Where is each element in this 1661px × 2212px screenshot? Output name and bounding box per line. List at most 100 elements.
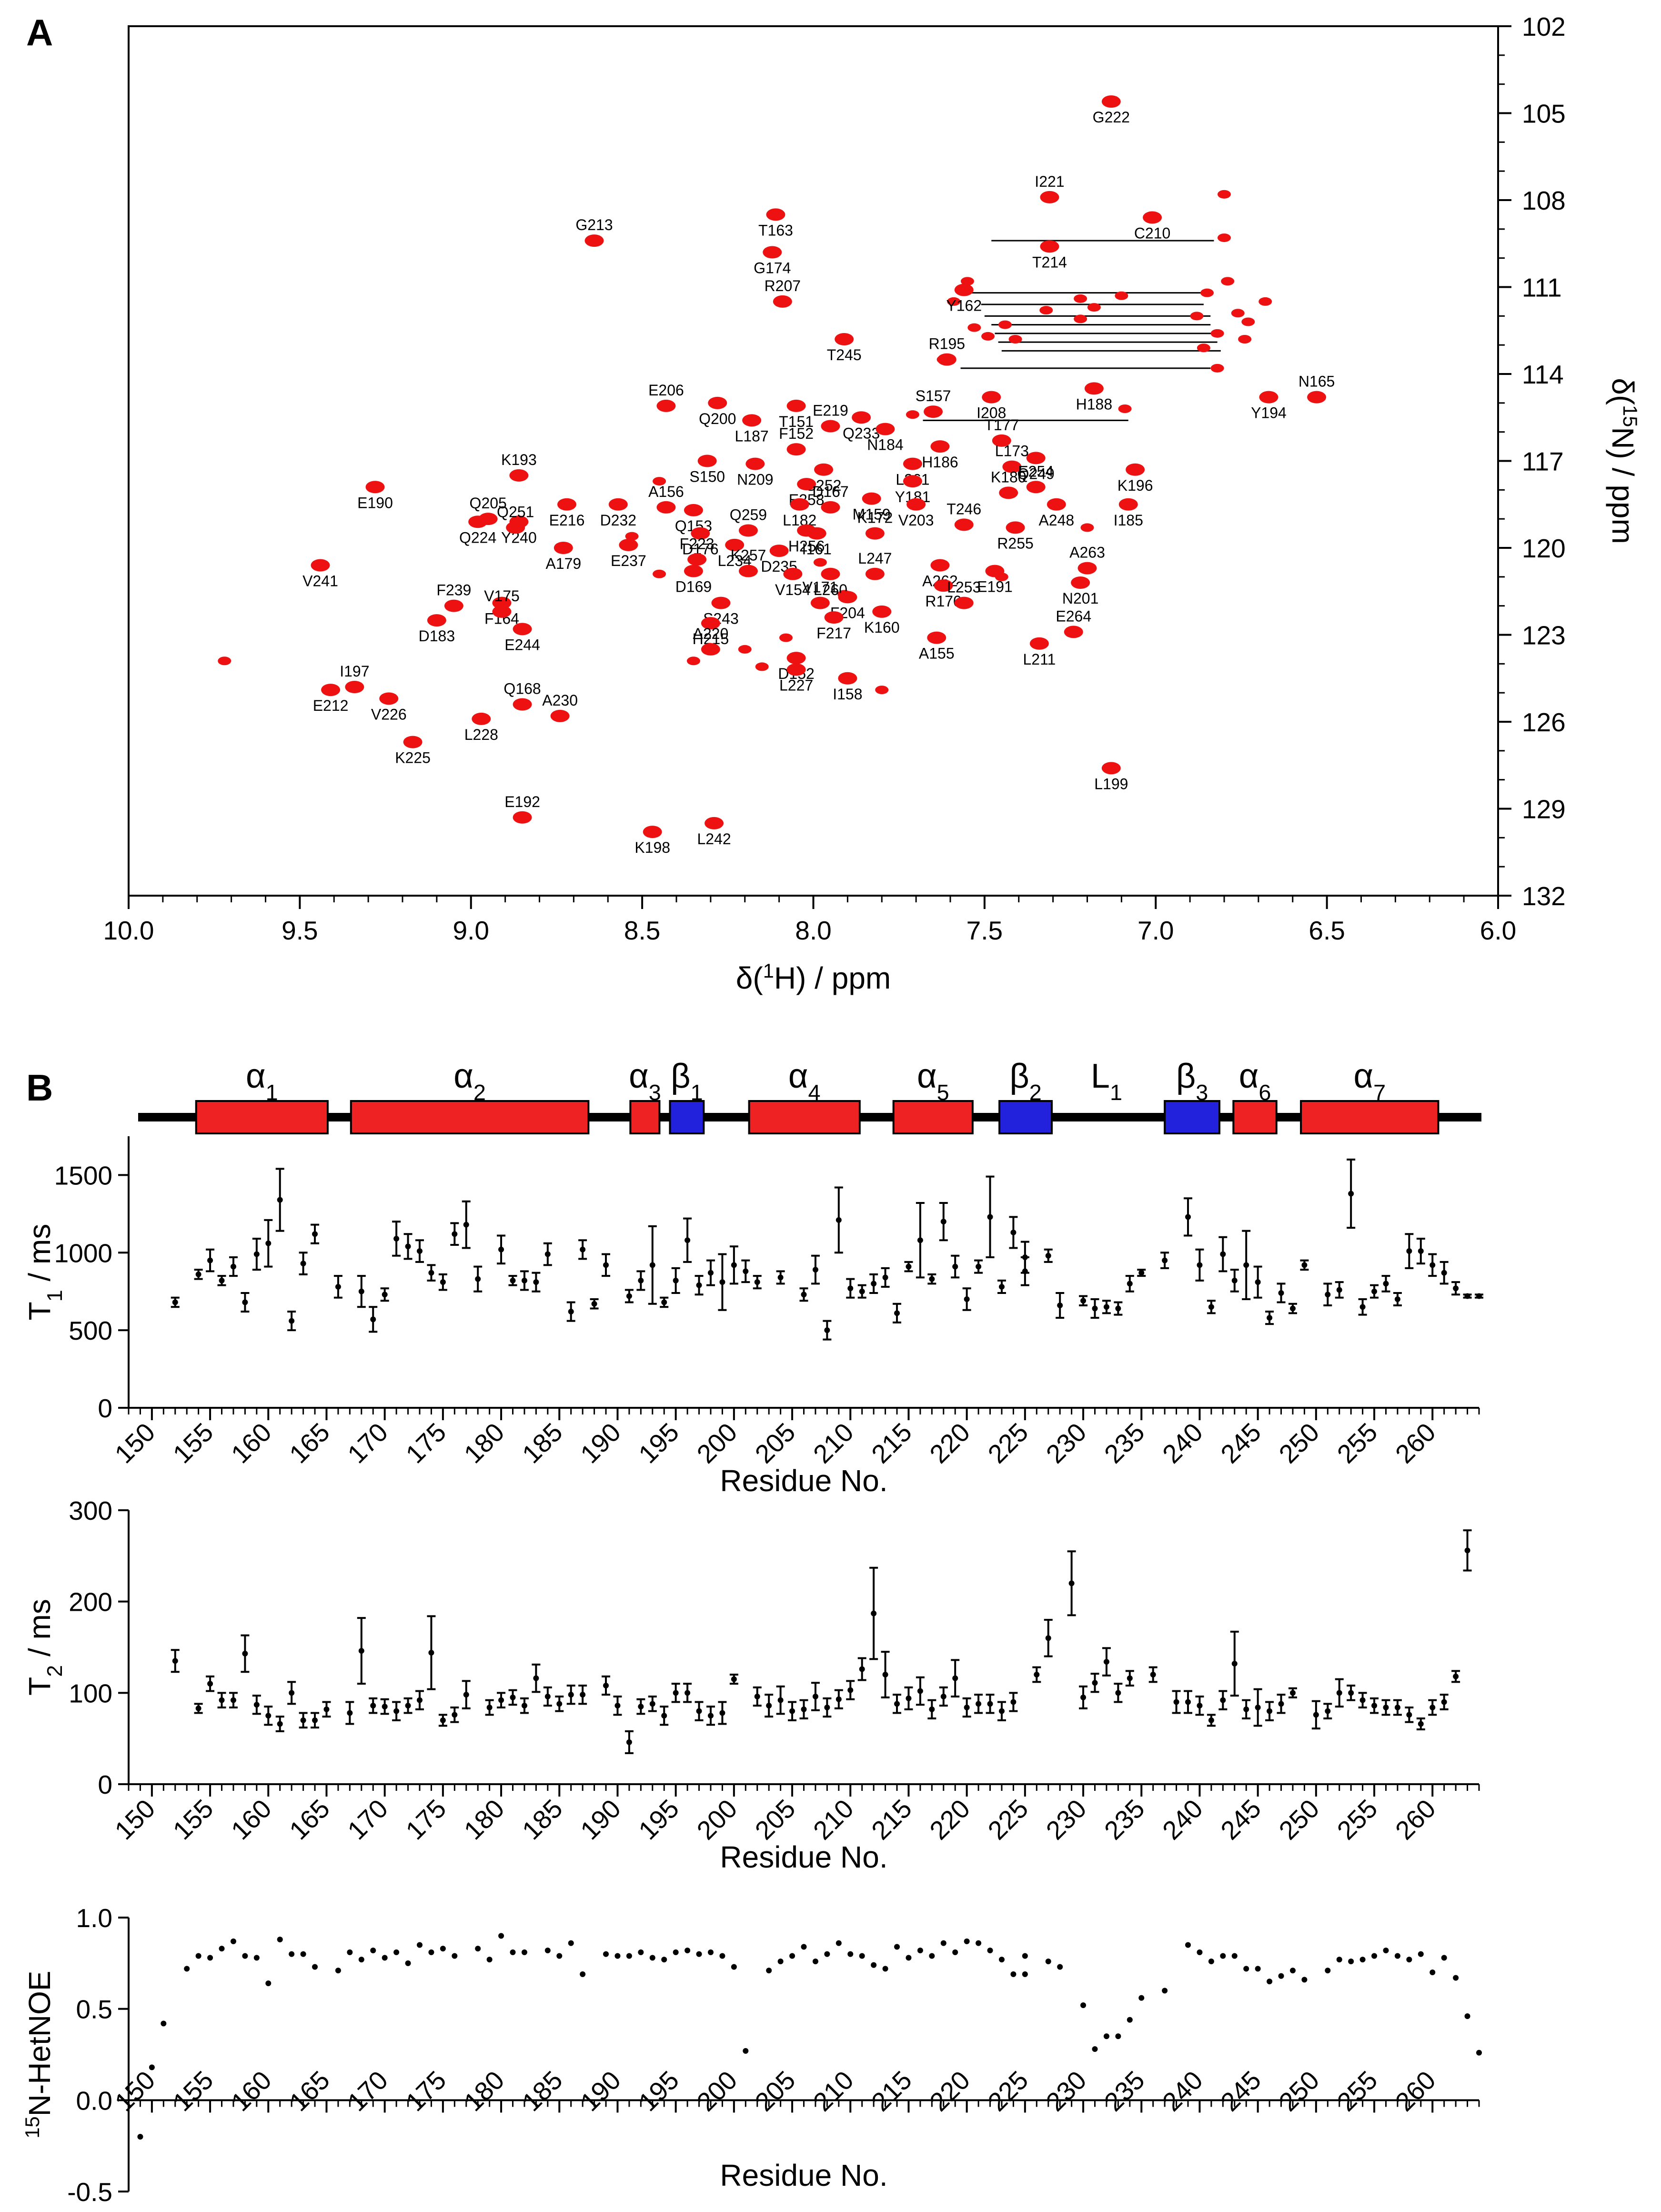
ss-label: α4	[788, 1057, 821, 1105]
x-tick-label: 240	[1157, 2065, 1208, 2117]
data-point	[638, 1277, 644, 1283]
peak	[906, 498, 926, 511]
data-point	[812, 1959, 818, 1964]
data-point	[998, 1957, 1005, 1963]
data-point	[836, 1940, 842, 1946]
data-point	[696, 1708, 702, 1714]
peak-label: R255	[997, 535, 1034, 552]
peak-label: E237	[611, 552, 646, 569]
data-point	[556, 1701, 563, 1707]
data-point	[1453, 1975, 1459, 1981]
data-point	[847, 1285, 854, 1292]
data-point	[836, 1696, 842, 1702]
data-point	[242, 1650, 248, 1656]
data-point	[1197, 1703, 1203, 1709]
peak	[865, 567, 885, 580]
peak	[872, 605, 892, 618]
peak	[697, 455, 717, 467]
helix-block	[1232, 1100, 1278, 1134]
peak	[786, 652, 806, 665]
data-point	[754, 1279, 760, 1285]
data-point	[731, 1262, 737, 1268]
peak-label: I158	[833, 686, 862, 703]
data-point	[265, 1240, 272, 1246]
data-point	[754, 1694, 760, 1699]
x-tick-label: 230	[1040, 2065, 1092, 2117]
peak	[584, 234, 604, 247]
x-tick-label: 245	[1215, 1417, 1267, 1469]
peak	[954, 596, 974, 609]
data-point	[871, 1962, 877, 1968]
peak	[1026, 481, 1046, 494]
data-point	[300, 1951, 306, 1957]
data-point	[964, 1938, 970, 1944]
data-point	[1243, 1262, 1249, 1268]
ss-subscript: 3	[1196, 1080, 1208, 1105]
x-tick-label: 170	[342, 1417, 393, 1469]
data-point	[1383, 1281, 1389, 1287]
ss-symbol: β	[1176, 1057, 1196, 1095]
data-point	[580, 1692, 586, 1698]
data-point	[1255, 1966, 1261, 1972]
data-point	[626, 1293, 632, 1299]
data-point	[289, 1951, 295, 1957]
data-point	[416, 1697, 423, 1703]
ss-subscript: 7	[1373, 1080, 1386, 1105]
unlabeled-peak	[1197, 343, 1210, 353]
peak-label: D169	[675, 578, 712, 596]
ss-symbol: α	[453, 1057, 473, 1095]
peak	[701, 617, 720, 630]
peak-label: E206	[648, 382, 684, 399]
data-point	[405, 1703, 411, 1709]
peak	[1002, 460, 1022, 473]
data-point	[1231, 1953, 1238, 1959]
y-tick-label: 129	[1522, 795, 1566, 824]
data-point	[1197, 1949, 1203, 1955]
ss-subscript: 1	[691, 1080, 703, 1105]
x-tick-label: 200	[691, 2065, 743, 2117]
t2-plot: 0 100 200 300 150 155 160 165 170 175 180 185 190 195…	[22, 1496, 1480, 1874]
data-point	[649, 1262, 655, 1268]
data-point	[917, 1688, 923, 1694]
peak-label: D167	[812, 483, 849, 500]
data-point	[1267, 1979, 1273, 1985]
data-point	[777, 1959, 784, 1964]
peak-label: N165	[1299, 373, 1335, 390]
y-tick-label: 132	[1522, 881, 1566, 911]
y-tick-label: 100	[69, 1678, 112, 1708]
peak-label: C210	[1134, 225, 1171, 242]
x-tick-label: 210	[807, 1794, 859, 1846]
data-point	[1115, 2033, 1121, 2040]
x-tick-label: 245	[1215, 2065, 1267, 2117]
data-point	[1045, 1252, 1051, 1259]
x-tick-label: 195	[633, 2065, 685, 2117]
peak	[924, 405, 943, 418]
unlabeled-peak	[875, 686, 889, 695]
data-point	[1068, 1580, 1075, 1586]
peak-label: K172	[857, 509, 893, 526]
x-tick-label: 190	[574, 1417, 626, 1469]
ss-subscript: 1	[266, 1080, 278, 1105]
y-tick-label: 500	[69, 1316, 112, 1345]
x-tick-label: 175	[400, 1794, 452, 1846]
data-point	[1441, 1270, 1447, 1276]
peak	[345, 681, 364, 693]
data-point	[731, 1964, 737, 1970]
data-point	[452, 1953, 458, 1959]
ss-symbol: α	[1353, 1057, 1373, 1095]
ss-subscript: 5	[937, 1080, 949, 1105]
data-point	[1127, 2017, 1133, 2023]
peak	[472, 712, 491, 725]
peak	[769, 545, 789, 557]
peak	[999, 486, 1018, 499]
data-point	[195, 1271, 201, 1277]
data-point	[673, 1949, 679, 1955]
data-point	[1103, 1659, 1109, 1665]
data-point	[1476, 1293, 1482, 1299]
peak-label: V226	[371, 706, 407, 723]
data-point	[1208, 1304, 1214, 1310]
data-point	[1464, 1293, 1470, 1299]
ss-symbol: β	[1009, 1057, 1029, 1095]
data-point	[1092, 1680, 1098, 1686]
data-point	[743, 1268, 749, 1274]
